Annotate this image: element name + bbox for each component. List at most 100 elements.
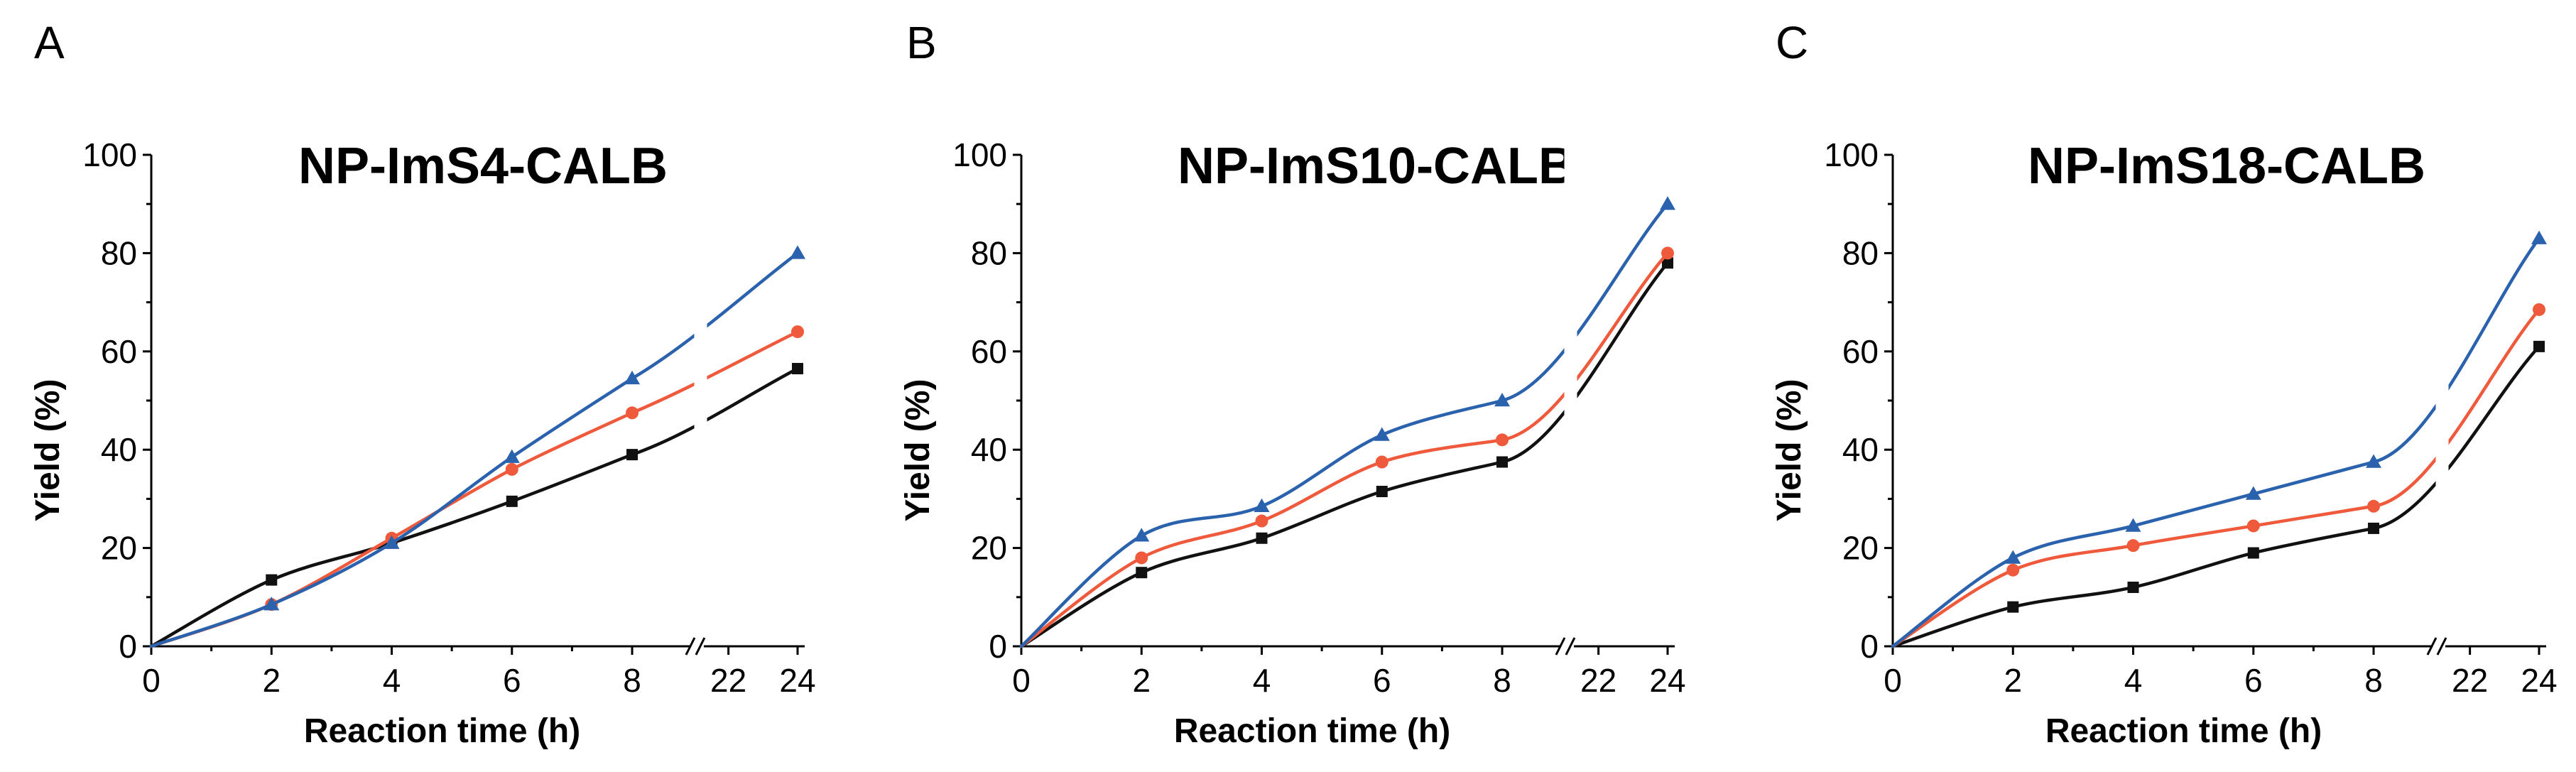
series-triangle <box>1891 148 2547 648</box>
x-tick-label: 22 <box>710 662 746 699</box>
data-point <box>2533 340 2545 352</box>
break-gap <box>2435 148 2449 625</box>
data-point <box>1496 433 1509 447</box>
data-point <box>504 449 520 463</box>
x-axis-label: Reaction time (h) <box>1174 712 1450 750</box>
y-axis-label: Yield (%) <box>29 379 67 522</box>
y-tick-label: 100 <box>952 136 1007 173</box>
x-tick-label: 8 <box>1493 662 1511 699</box>
x-tick-label: 2 <box>1132 662 1151 699</box>
data-point <box>263 597 280 611</box>
y-tick-label: 80 <box>1842 234 1879 271</box>
data-point <box>624 370 641 385</box>
data-point <box>1662 257 1673 269</box>
panel-letter: C <box>1776 17 1808 68</box>
series-line <box>149 452 634 648</box>
axis-break-mark <box>695 637 706 656</box>
data-point <box>2126 539 2140 553</box>
chart-title: NP-ImS18-CALB <box>2028 138 2425 195</box>
x-tick-label: 2 <box>262 662 281 699</box>
data-point <box>791 325 804 339</box>
x-tick-label: 4 <box>2124 662 2143 699</box>
x-tick-label: 22 <box>2452 662 2488 699</box>
y-tick-label: 40 <box>1842 431 1879 468</box>
data-point <box>792 363 803 375</box>
x-tick-label: 2 <box>2004 662 2022 699</box>
data-point <box>2367 499 2381 513</box>
series-line <box>630 251 800 381</box>
y-tick-label: 0 <box>119 628 137 665</box>
x-tick-label: 24 <box>2521 662 2557 699</box>
axis-break-mark <box>2426 637 2438 656</box>
data-point <box>384 535 400 549</box>
data-point <box>1136 567 1148 579</box>
break-gap <box>1564 148 1577 625</box>
data-point <box>626 449 638 461</box>
data-point <box>1134 528 1150 542</box>
panel-letter: B <box>906 17 937 68</box>
series-line <box>1891 460 2376 648</box>
data-point <box>506 495 518 507</box>
data-point <box>505 462 518 476</box>
x-tick-label: 4 <box>1253 662 1271 699</box>
data-point <box>2127 581 2139 593</box>
y-tick-label: 40 <box>101 431 137 468</box>
data-point <box>2006 563 2020 577</box>
series-line <box>1500 202 1670 403</box>
series-line <box>149 411 634 648</box>
data-point <box>1660 196 1675 210</box>
data-point <box>1254 498 1270 513</box>
y-tick-label: 80 <box>101 234 137 271</box>
chart-title: NP-ImS10-CALB <box>1178 138 1575 195</box>
series-line <box>1500 261 1670 464</box>
data-point <box>2246 519 2260 533</box>
y-tick-label: 100 <box>1824 136 1879 173</box>
data-point <box>2125 518 2141 532</box>
x-tick-label: 8 <box>623 662 641 699</box>
data-point <box>1496 456 1509 468</box>
y-tick-label: 20 <box>1842 530 1879 567</box>
x-tick-label: 22 <box>1580 662 1616 699</box>
y-tick-label: 20 <box>971 530 1007 567</box>
series-line <box>2371 308 2541 509</box>
data-point <box>1374 427 1390 441</box>
panel-letter: A <box>34 17 65 68</box>
data-point <box>626 406 639 420</box>
data-point <box>2245 486 2261 500</box>
x-axis-label: Reaction time (h) <box>304 712 580 750</box>
data-point <box>2531 230 2547 244</box>
y-axis-label: Yield (%) <box>1771 379 1808 522</box>
data-point <box>1135 551 1148 565</box>
axis-break-mark <box>1565 637 1576 656</box>
data-point <box>1494 393 1511 407</box>
x-tick-label: 24 <box>1649 662 1685 699</box>
x-tick-label: 24 <box>779 662 815 699</box>
y-tick-label: 0 <box>1860 628 1879 665</box>
x-tick-label: 4 <box>383 662 401 699</box>
x-tick-label: 0 <box>1884 662 1902 699</box>
axis-break-mark <box>2436 637 2447 656</box>
series-line <box>1019 460 1504 648</box>
y-axis-label: Yield (%) <box>899 379 937 522</box>
x-tick-label: 0 <box>1012 662 1031 699</box>
data-point <box>1375 455 1388 469</box>
y-tick-label: 0 <box>989 628 1007 665</box>
series-line <box>630 366 800 457</box>
chart-title: NP-ImS4-CALB <box>298 138 668 195</box>
axis-break-mark <box>1555 637 1566 656</box>
data-point <box>1256 532 1268 544</box>
data-point <box>790 245 805 259</box>
axis-break-mark <box>685 637 696 656</box>
y-tick-label: 100 <box>82 136 137 173</box>
x-tick-label: 6 <box>1373 662 1391 699</box>
data-point <box>2005 550 2021 564</box>
data-point <box>2366 454 2382 468</box>
data-point <box>266 574 278 586</box>
y-tick-label: 60 <box>1842 333 1879 370</box>
x-tick-label: 8 <box>2364 662 2383 699</box>
data-point <box>2247 547 2259 559</box>
x-tick-label: 6 <box>2244 662 2263 699</box>
